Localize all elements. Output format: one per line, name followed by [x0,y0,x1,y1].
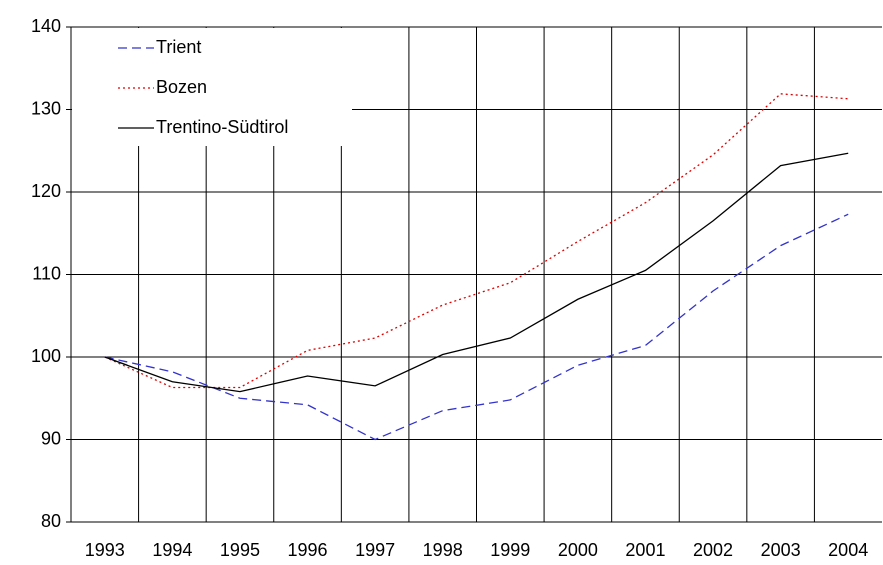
series-line [104,152,849,393]
x-tick-label: 1994 [152,540,192,560]
x-tick-label: 2003 [761,540,801,560]
y-tick-label: 110 [32,263,61,283]
x-tick-label: 1999 [490,540,530,560]
y-tick-label: 140 [31,16,61,36]
series-line [104,93,849,389]
x-tick-label: 2001 [625,540,665,560]
y-tick-label: 100 [31,346,61,366]
y-tick-label: 90 [41,428,61,448]
legend-label: Trentino-Südtirol [156,117,288,137]
x-tick-label: 1993 [85,540,125,560]
y-tick-label: 130 [31,98,61,118]
legend-label: Bozen [156,77,207,97]
legend-label: Trient [156,37,201,57]
x-tick-label: 2000 [558,540,598,560]
x-tick-label: 1996 [288,540,328,560]
series-line [104,213,849,441]
x-tick-label: 1998 [423,540,463,560]
x-tick-label: 1995 [220,540,260,560]
x-tick-label: 1997 [355,540,395,560]
y-tick-label: 80 [41,511,61,531]
x-tick-label: 2002 [693,540,733,560]
y-tick-label: 120 [31,181,61,201]
x-tick-label: 2004 [828,540,868,560]
